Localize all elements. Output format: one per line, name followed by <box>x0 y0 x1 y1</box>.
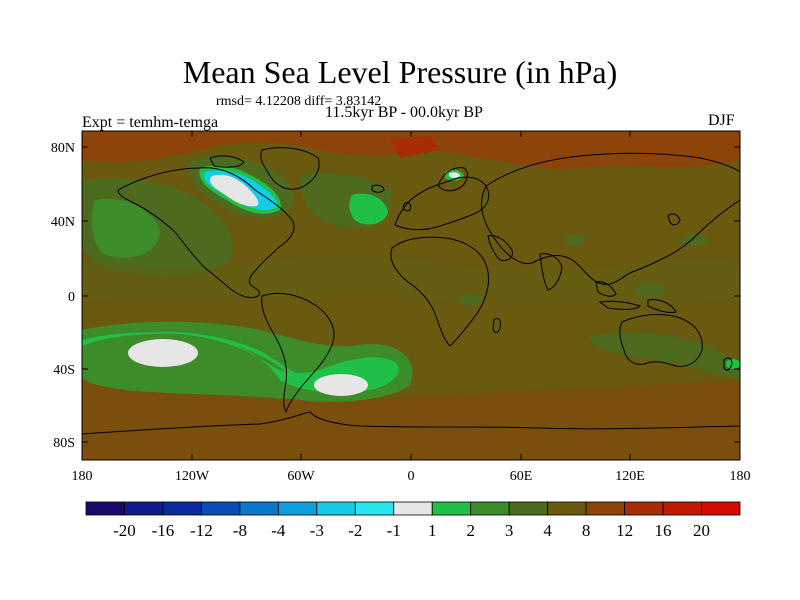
colorbar-label: -20 <box>113 521 136 540</box>
experiment-label: Expt = temhm-temga <box>82 114 219 131</box>
colorbar-label: -8 <box>233 521 247 540</box>
lon-label-60w: 60W <box>287 469 315 484</box>
field-tas-spot <box>726 359 740 369</box>
coast-arctic-islands <box>209 155 245 168</box>
colorbar-label: 8 <box>582 521 591 540</box>
lat-label-40n: 40N <box>51 215 75 230</box>
field-scand-white <box>449 172 460 178</box>
colorbar-swatch <box>470 501 510 516</box>
coast-india <box>539 253 563 291</box>
lon-label-120w: 120W <box>175 469 210 484</box>
lon-label-60e: 60E <box>510 469 533 484</box>
coast-iceland <box>371 184 385 193</box>
colorbar-swatch <box>662 501 702 516</box>
season-label: DJF <box>708 112 735 129</box>
colorbar-label: 3 <box>505 521 514 540</box>
coast-uk <box>403 201 411 212</box>
colorbar-swatch <box>85 501 125 516</box>
coast-indonesia <box>598 300 641 310</box>
coast-africa <box>390 236 489 347</box>
coast-asia <box>481 152 740 285</box>
plot-title: Mean Sea Level Pressure (in hPa) <box>182 54 618 90</box>
colorbar-swatch <box>162 501 202 516</box>
period-text: 11.5kyr BP - 00.0kyr BP <box>325 104 483 121</box>
field-tropics <box>82 255 740 307</box>
colorbar-swatch <box>239 501 279 516</box>
colorbar-swatch <box>393 501 433 516</box>
colorbar-label: 4 <box>543 521 552 540</box>
colorbar-swatch <box>701 501 741 516</box>
lat-label-0: 0 <box>68 290 75 305</box>
coast-madagascar <box>492 317 501 333</box>
coast-japan <box>667 213 681 226</box>
coast-south-america <box>261 292 335 414</box>
lon-label-180e: 180 <box>730 469 751 484</box>
colorbar-label: -4 <box>271 521 286 540</box>
coast-north-america <box>117 167 295 299</box>
lon-label-0: 0 <box>408 469 415 484</box>
field-wpac-spot <box>681 234 709 246</box>
colorbar-swatch <box>354 501 395 516</box>
coast-arabia <box>487 235 513 261</box>
coast-scandinavia <box>437 167 468 192</box>
field-spac-white <box>128 339 198 367</box>
field-npac-green-mid <box>91 198 160 258</box>
colorbar-label: 16 <box>655 521 672 540</box>
colorbar-swatch <box>585 501 625 516</box>
field-satl-white <box>314 374 368 396</box>
field-southern-brown <box>82 380 740 460</box>
colorbar-swatch <box>508 501 549 516</box>
coast-antarctica <box>82 411 740 435</box>
coast-indochina <box>595 281 617 297</box>
colorbar-swatch <box>124 501 164 516</box>
colorbar-label: -12 <box>190 521 213 540</box>
coastlines <box>82 147 740 435</box>
colorbar: -20 -16 -12 -8 -4 -3 -2 -1 1 2 3 4 8 12 16 20 <box>85 501 741 540</box>
colorbar-swatch <box>277 501 318 516</box>
coast-new-guinea <box>647 299 677 313</box>
coast-greenland <box>260 147 320 190</box>
lon-label-120e: 120E <box>615 469 645 484</box>
colorbar-label: 2 <box>466 521 475 540</box>
colorbar-label: -16 <box>152 521 175 540</box>
field-io-spot <box>458 294 482 306</box>
colorbar-label: 20 <box>693 521 710 540</box>
colorbar-swatch <box>316 501 356 516</box>
lon-label-180w: 180 <box>72 469 93 484</box>
colorbar-label: -1 <box>387 521 401 540</box>
lat-label-80n: 80N <box>51 141 75 156</box>
field-canada-white <box>209 174 259 207</box>
colorbar-label: 1 <box>428 521 437 540</box>
field-ind-spot <box>634 283 666 297</box>
colorbar-swatch <box>547 501 587 516</box>
field-natl-light <box>349 193 388 225</box>
colorbar-label: -3 <box>310 521 324 540</box>
lon-axis: 180 120W 60W 0 60E 120E 180 <box>72 131 751 484</box>
pressure-field <box>82 131 740 460</box>
colorbar-label: -2 <box>348 521 362 540</box>
rmsd-text: rmsd= 4.12208 diff= 3.83142 <box>216 94 382 109</box>
field-arctic-red <box>390 136 440 158</box>
colorbar-swatch <box>624 501 664 516</box>
lat-label-80s: 80S <box>53 436 75 451</box>
lat-axis: 80N 40N 0 40S 80S <box>51 141 740 451</box>
coast-new-zealand <box>723 357 733 371</box>
lat-label-40s: 40S <box>53 363 75 378</box>
colorbar-swatch <box>431 501 472 516</box>
colorbar-label: 12 <box>616 521 633 540</box>
colorbar-swatch <box>201 501 241 516</box>
field-asia-spot <box>565 234 585 246</box>
coast-australia <box>619 314 703 367</box>
